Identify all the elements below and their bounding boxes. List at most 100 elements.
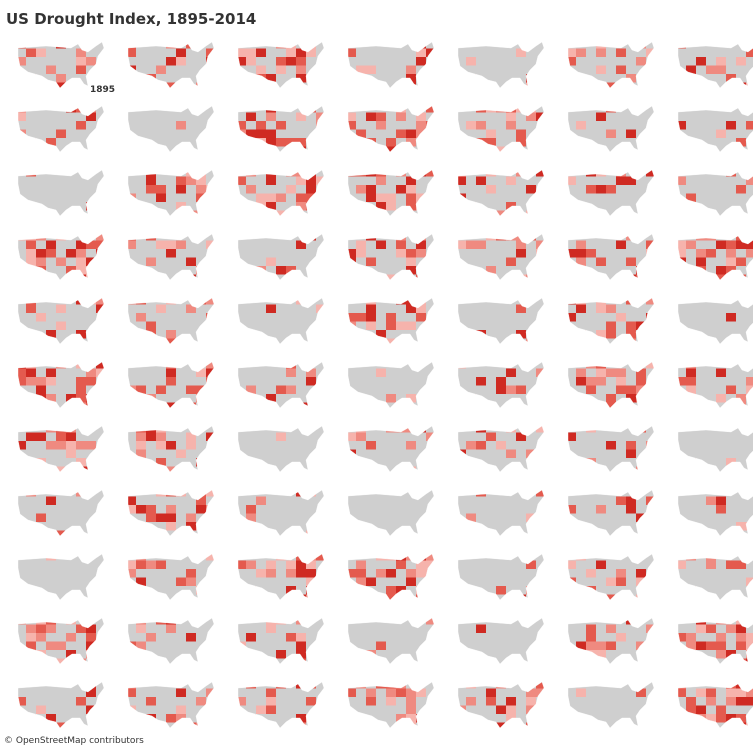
drought-region bbox=[596, 65, 606, 74]
drought-region bbox=[406, 441, 416, 450]
drought-region bbox=[156, 458, 166, 467]
drought-region bbox=[426, 106, 434, 113]
drought-region bbox=[746, 249, 753, 258]
drought-region bbox=[246, 185, 256, 194]
drought-region bbox=[166, 57, 176, 66]
drought-region bbox=[56, 658, 66, 664]
drought-region bbox=[536, 426, 544, 433]
drought-region bbox=[356, 240, 366, 249]
drought-region bbox=[636, 569, 646, 578]
drought-region bbox=[458, 176, 466, 185]
drought-region bbox=[458, 240, 466, 249]
drought-region bbox=[76, 330, 86, 339]
drought-region bbox=[56, 641, 66, 650]
drought-region bbox=[366, 112, 376, 121]
drought-region bbox=[386, 338, 396, 344]
drought-region bbox=[246, 513, 256, 522]
drought-region bbox=[476, 240, 486, 249]
drought-region bbox=[606, 577, 616, 586]
drought-region bbox=[266, 569, 276, 578]
drought-region bbox=[176, 121, 186, 130]
drought-region bbox=[686, 385, 696, 394]
drought-region bbox=[266, 697, 276, 706]
drought-region bbox=[496, 210, 506, 216]
drought-region bbox=[56, 304, 66, 313]
drought-region bbox=[396, 240, 406, 249]
drought-region bbox=[536, 682, 544, 689]
drought-region bbox=[156, 65, 166, 74]
drought-region bbox=[506, 368, 516, 377]
drought-region bbox=[266, 705, 276, 714]
drought-region bbox=[46, 330, 56, 339]
drought-region bbox=[396, 586, 406, 595]
drought-region bbox=[696, 57, 706, 66]
drought-region bbox=[206, 688, 214, 697]
drought-region bbox=[396, 185, 406, 194]
drought-region bbox=[46, 368, 56, 377]
drought-region bbox=[576, 48, 586, 57]
drought-region bbox=[696, 688, 706, 697]
drought-region bbox=[736, 714, 746, 723]
drought-region bbox=[678, 633, 686, 642]
drought-region bbox=[616, 65, 626, 74]
drought-region bbox=[696, 705, 706, 714]
drought-region bbox=[276, 210, 286, 216]
drought-region bbox=[176, 688, 186, 697]
drought-region bbox=[596, 112, 606, 121]
drought-region bbox=[18, 368, 26, 377]
drought-region bbox=[356, 432, 366, 441]
map-outline bbox=[457, 233, 545, 281]
drought-region bbox=[736, 57, 746, 66]
drought-region bbox=[716, 266, 726, 275]
drought-region bbox=[266, 394, 276, 403]
drought-region bbox=[176, 57, 186, 66]
drought-region bbox=[286, 185, 296, 194]
map-outline bbox=[347, 617, 435, 665]
drought-region bbox=[128, 688, 136, 697]
drought-region bbox=[366, 441, 376, 450]
map-outline bbox=[237, 41, 325, 89]
drought-region bbox=[736, 138, 746, 147]
drought-region bbox=[716, 65, 726, 74]
drought-region bbox=[238, 48, 246, 57]
drought-region bbox=[296, 193, 306, 202]
drought-region bbox=[176, 48, 186, 57]
drought-region bbox=[166, 624, 176, 633]
map-outline bbox=[347, 169, 435, 217]
drought-region bbox=[386, 688, 396, 697]
map-outline bbox=[457, 41, 545, 89]
drought-region bbox=[36, 633, 46, 642]
drought-region bbox=[426, 432, 434, 441]
drought-region bbox=[586, 249, 596, 258]
drought-region bbox=[376, 641, 386, 650]
drought-region bbox=[176, 202, 186, 211]
drought-region bbox=[476, 121, 486, 130]
drought-region bbox=[596, 560, 606, 569]
drought-region bbox=[406, 394, 416, 403]
drought-region bbox=[746, 121, 753, 130]
drought-region bbox=[66, 249, 76, 258]
map-outline bbox=[677, 683, 753, 729]
drought-region bbox=[76, 266, 86, 275]
map-outline bbox=[347, 489, 435, 537]
drought-region bbox=[606, 441, 616, 450]
map-outline bbox=[457, 489, 545, 537]
drought-region bbox=[476, 441, 486, 450]
drought-region bbox=[246, 57, 256, 66]
drought-region bbox=[496, 377, 506, 386]
drought-region bbox=[626, 394, 636, 403]
drought-region bbox=[726, 249, 736, 258]
drought-region bbox=[716, 633, 726, 642]
drought-region bbox=[526, 112, 536, 121]
drought-region bbox=[366, 304, 376, 313]
drought-region bbox=[128, 496, 136, 505]
drought-region bbox=[348, 313, 356, 322]
drought-region bbox=[616, 385, 626, 394]
drought-region bbox=[386, 394, 396, 403]
drought-region bbox=[156, 185, 166, 194]
map-outline bbox=[677, 171, 753, 217]
drought-region bbox=[36, 257, 46, 266]
drought-region bbox=[568, 432, 576, 441]
drought-region bbox=[266, 202, 276, 211]
map-outline bbox=[457, 361, 545, 409]
